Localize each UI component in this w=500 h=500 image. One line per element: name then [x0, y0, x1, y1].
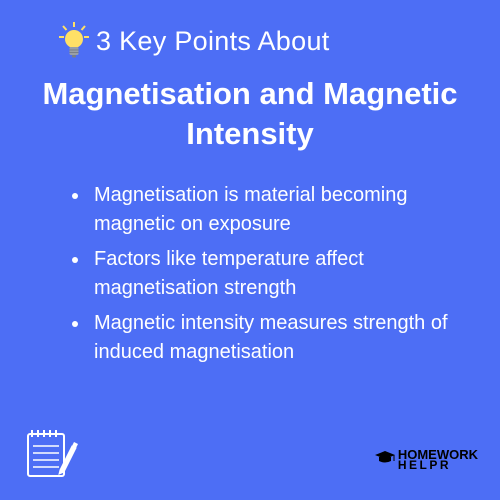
page-title: Magnetisation and Magnetic Intensity: [0, 60, 500, 153]
eyebrow-text: 3 Key Points About: [96, 26, 330, 57]
notepad-icon: [22, 422, 80, 480]
list-item: Magnetisation is material becoming magne…: [90, 181, 450, 239]
brand-logo: HOMEWORK HELPR: [374, 449, 478, 470]
lightbulb-icon: [58, 22, 90, 60]
key-points-list: Magnetisation is material becoming magne…: [0, 153, 500, 367]
graduation-cap-icon: [374, 450, 396, 469]
brand-text: HOMEWORK HELPR: [398, 449, 478, 470]
list-item: Factors like temperature affect magnetis…: [90, 245, 450, 303]
header-row: 3 Key Points About: [0, 0, 500, 60]
list-item: Magnetic intensity measures strength of …: [90, 309, 450, 367]
